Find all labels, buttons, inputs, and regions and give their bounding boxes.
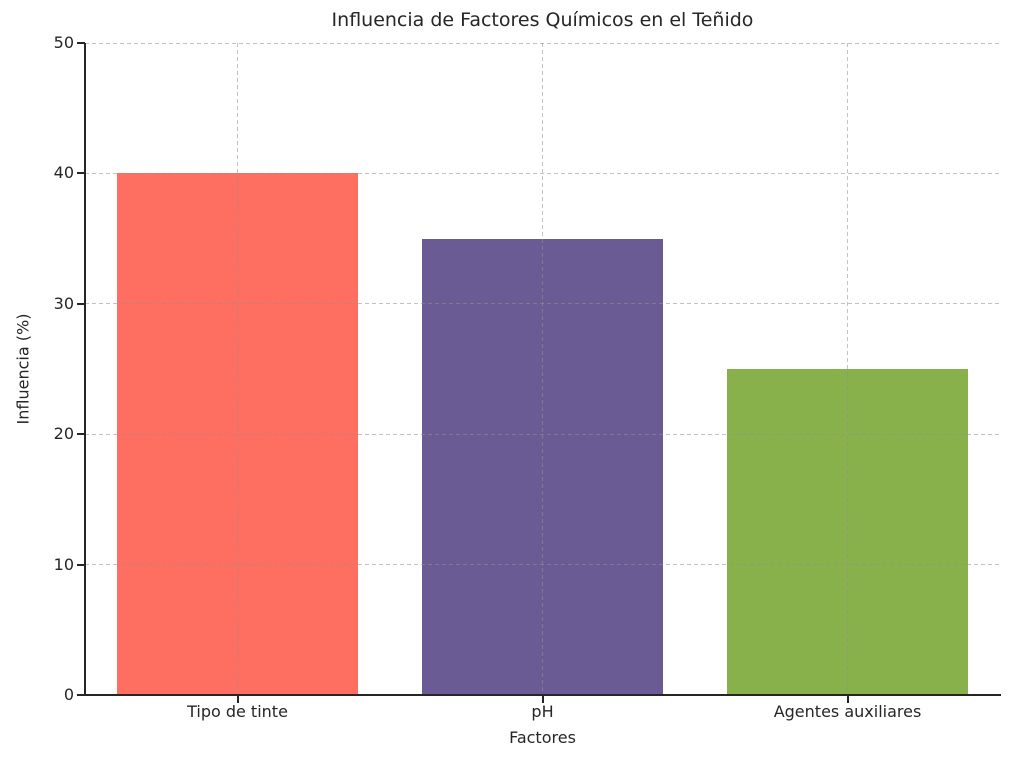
ytick-label-30: 30 — [53, 293, 74, 313]
ytick-mark-50 — [77, 42, 85, 44]
chart-title: Influencia de Factores Químicos en el Te… — [331, 9, 754, 31]
xtick-mark-ph — [541, 696, 544, 703]
y-axis-spine — [84, 43, 86, 696]
xtick-label-tipo-de-tinte: Tipo de tinte — [187, 702, 288, 721]
ytick-mark-20 — [77, 433, 85, 436]
ytick-mark-10 — [77, 563, 85, 566]
ytick-mark-0 — [77, 694, 85, 696]
x-axis-label: Factores — [509, 728, 576, 747]
ytick-label-40: 40 — [53, 163, 74, 183]
ytick-label-50: 50 — [53, 33, 74, 52]
gridline-x-ph — [542, 43, 543, 695]
ytick-label-10: 10 — [53, 554, 74, 574]
xtick-mark-tipo-de-tinte — [236, 696, 239, 703]
gridline-x-agentes-auxiliares — [847, 43, 848, 695]
xtick-mark-agentes-auxiliares — [846, 696, 849, 703]
ytick-label-0: 0 — [63, 685, 74, 704]
ytick-mark-40 — [77, 172, 85, 175]
ytick-label-20: 20 — [53, 424, 74, 444]
plot-area — [85, 43, 1000, 695]
gridline-x-tipo-de-tinte — [237, 43, 238, 695]
y-axis-label: Influencia (%) — [13, 313, 33, 425]
ytick-mark-30 — [77, 302, 85, 305]
xtick-label-ph: pH — [531, 702, 554, 721]
xtick-label-agentes-auxiliares: Agentes auxiliares — [773, 702, 922, 721]
x-axis-spine — [84, 694, 1001, 696]
